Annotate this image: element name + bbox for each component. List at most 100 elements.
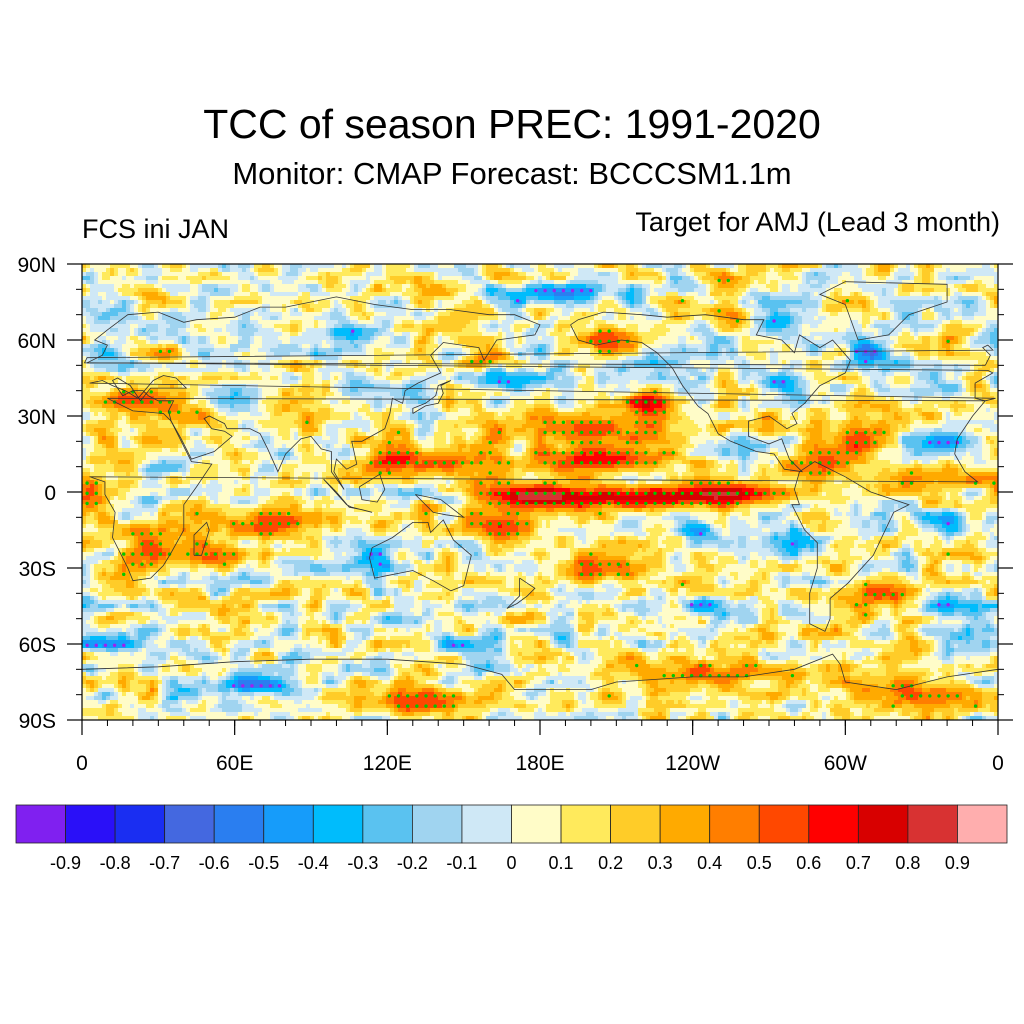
field-cell [538,336,543,341]
field-cell [878,344,883,349]
field-cell [750,440,763,445]
field-cell [486,436,503,441]
field-cell [666,308,679,313]
field-cell [190,468,219,473]
field-cell [302,404,331,409]
field-cell [646,424,655,429]
field-cell [914,332,919,337]
field-cell [862,288,883,293]
field-cell [762,376,767,381]
field-cell [766,368,771,373]
field-cell [290,456,299,461]
field-cell [106,448,119,453]
field-cell [298,424,303,429]
field-cell [890,300,943,305]
field-cell [498,424,507,429]
field-cell [190,384,199,389]
field-cell [766,268,771,273]
field-cell [742,404,747,409]
field-cell [358,336,371,341]
field-cell [662,384,675,389]
field-cell [698,424,707,429]
field-cell [886,292,895,297]
field-cell [798,436,803,441]
field-cell [238,472,243,477]
field-cell [506,356,511,361]
field-cell [830,412,847,417]
field-cell [666,476,671,481]
field-cell [486,420,499,425]
field-cell [710,376,715,381]
field-cell [242,460,251,465]
field-cell [658,276,663,281]
field-cell [118,268,127,273]
field-cell [714,396,719,401]
field-cell [658,388,663,393]
field-cell [930,344,939,349]
field-cell [794,436,799,441]
field-cell [598,264,603,269]
field-cell [514,356,519,361]
field-cell [314,308,323,313]
field-cell [602,264,615,269]
field-cell [558,396,567,401]
field-cell [150,476,159,481]
field-cell [426,316,435,321]
field-cell [402,384,407,389]
field-cell [390,380,403,385]
field-cell [674,464,687,469]
field-cell [634,360,651,365]
field-cell [234,452,239,457]
field-cell [510,300,515,305]
field-cell [694,288,707,293]
field-cell [450,312,495,317]
field-cell [954,308,959,313]
field-cell [786,448,795,453]
field-cell [710,344,719,349]
field-cell [810,292,815,297]
field-cell [914,328,919,333]
field-cell [82,428,87,433]
field-cell [726,336,735,341]
field-cell [158,360,175,365]
field-cell [382,460,407,465]
field-cell [910,400,919,405]
field-cell [922,308,927,313]
field-cell [346,436,351,441]
field-cell [262,424,299,429]
field-cell [310,268,319,273]
field-cell [142,360,159,365]
field-cell [978,308,987,313]
field-cell [554,304,567,309]
field-cell [178,336,183,341]
field-cell [810,284,823,289]
field-cell [650,300,659,305]
field-cell [810,452,863,457]
field-cell [366,364,371,369]
field-cell [134,460,143,465]
field-cell [118,436,123,441]
field-cell [874,304,879,309]
field-cell [346,308,351,313]
field-cell [434,464,439,469]
field-cell [894,440,899,445]
field-cell [550,388,559,393]
field-cell [654,268,663,273]
field-cell [734,360,743,365]
field-cell [958,376,963,381]
field-cell [418,444,423,449]
field-cell [522,316,531,321]
field-cell [742,320,747,325]
field-cell [514,340,519,345]
field-cell [542,360,551,365]
field-cell [218,408,231,413]
field-cell [786,464,819,469]
field-cell [934,364,943,369]
field-cell [238,460,243,465]
field-cell [546,440,567,445]
field-cell [990,452,995,457]
field-cell [194,324,203,329]
field-cell [326,288,343,293]
field-cell [290,340,323,345]
field-cell [618,276,623,281]
